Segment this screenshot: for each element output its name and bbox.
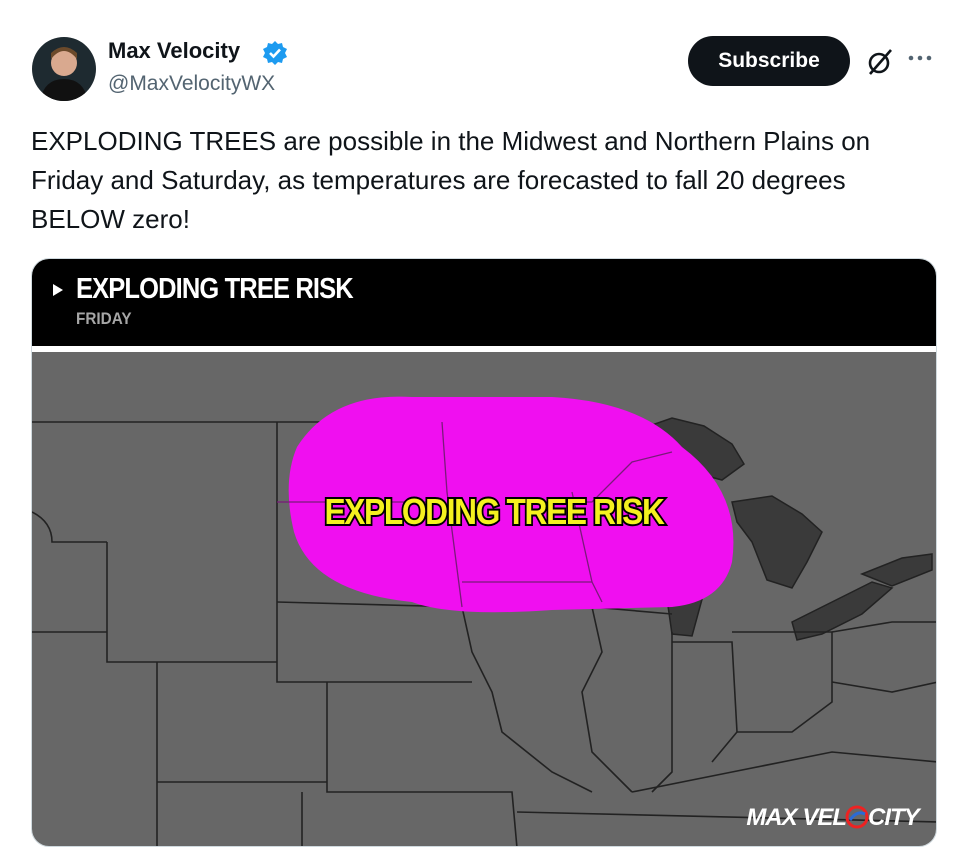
more-icon[interactable]: [906, 52, 936, 64]
watermark-end: CITY: [868, 804, 922, 831]
grok-icon[interactable]: [864, 46, 896, 78]
watermark: MAX VEL CITY: [746, 804, 922, 831]
avatar-image: [32, 37, 96, 101]
subscribe-button[interactable]: Subscribe: [688, 36, 850, 86]
map-label: EXPLODING TREE RISK: [324, 492, 665, 532]
media-card[interactable]: EXPLODING TREE RISK FRIDAY: [31, 258, 937, 847]
risk-area: [288, 396, 734, 613]
media-title: EXPLODING TREE RISK: [76, 273, 354, 305]
media-subtitle: FRIDAY: [76, 309, 132, 328]
verified-badge: [263, 41, 287, 65]
watermark-start: MAX VEL: [746, 804, 846, 831]
map: EXPLODING TREE RISK MAX VEL CITY: [32, 352, 936, 846]
author-name[interactable]: Max Velocity: [108, 38, 241, 63]
play-arrow: [53, 284, 63, 296]
avatar[interactable]: [32, 37, 96, 101]
post-text: EXPLODING TREES are possible in the Midw…: [31, 126, 871, 234]
author-handle[interactable]: @MaxVelocityWX: [108, 72, 276, 95]
media-header: EXPLODING TREE RISK FRIDAY: [32, 259, 936, 346]
risk-state-lines: [277, 421, 673, 608]
